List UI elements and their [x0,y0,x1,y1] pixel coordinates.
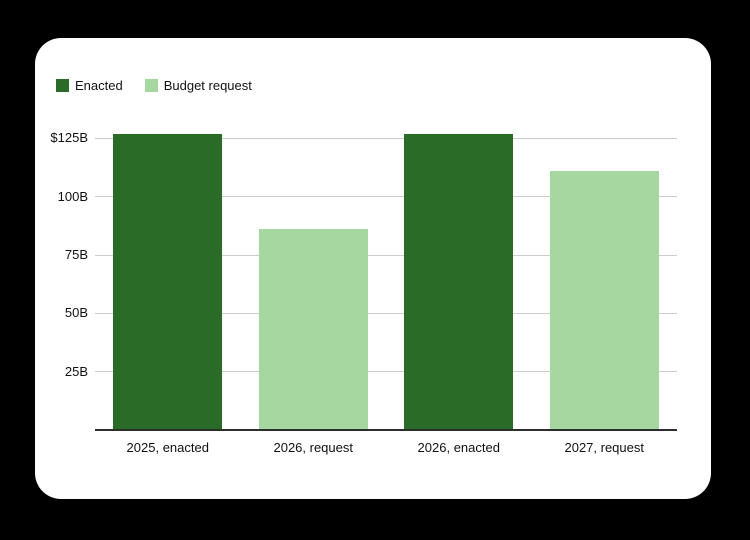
bar-2027-request [549,171,659,430]
y-tick-label: 50B [64,305,88,321]
bar-2026-enacted [404,133,514,430]
y-tick-label: $125B [50,130,88,146]
y-axis-labels: 25B 50B 75B 100B $125B [35,94,88,430]
gridline [95,196,677,198]
x-axis-labels: 2025, enacted 2026, request 2026, enacted 2… [95,440,677,455]
y-tick-label: 25B [64,363,88,379]
legend-swatch-enacted [56,79,69,92]
legend-label-enacted: Enacted [75,78,123,93]
bars-container [95,94,677,430]
gridline [95,254,677,256]
bar-slot [532,94,678,430]
chart-card: Enacted Budget request 25B 50B 75B 100B $125… [35,38,711,499]
legend-item-enacted: Enacted [56,78,123,93]
x-tick-label: 2025, enacted [126,440,209,455]
y-tick-label: 75B [64,247,88,262]
x-tick-label: 2026, request [273,440,353,455]
y-tick-label: 100B [57,188,88,204]
chart-legend: Enacted Budget request [56,78,252,93]
legend-label-budget-request: Budget request [163,78,252,93]
bar-slot [95,94,241,430]
bar-2025-enacted [113,133,223,430]
gridline [95,312,677,314]
gridline [95,371,677,373]
bar-slot [241,94,387,430]
x-tick-label: 2026, enacted [417,440,500,455]
bar-2026-request [258,229,368,430]
legend-swatch-budget-request [144,79,158,92]
bar-slot [386,94,532,430]
x-tick-label: 2027, request [564,440,644,455]
legend-item-budget-request: Budget request [144,78,252,93]
plot-area [95,94,677,431]
x-axis-line [95,429,677,431]
gridline [95,137,677,139]
